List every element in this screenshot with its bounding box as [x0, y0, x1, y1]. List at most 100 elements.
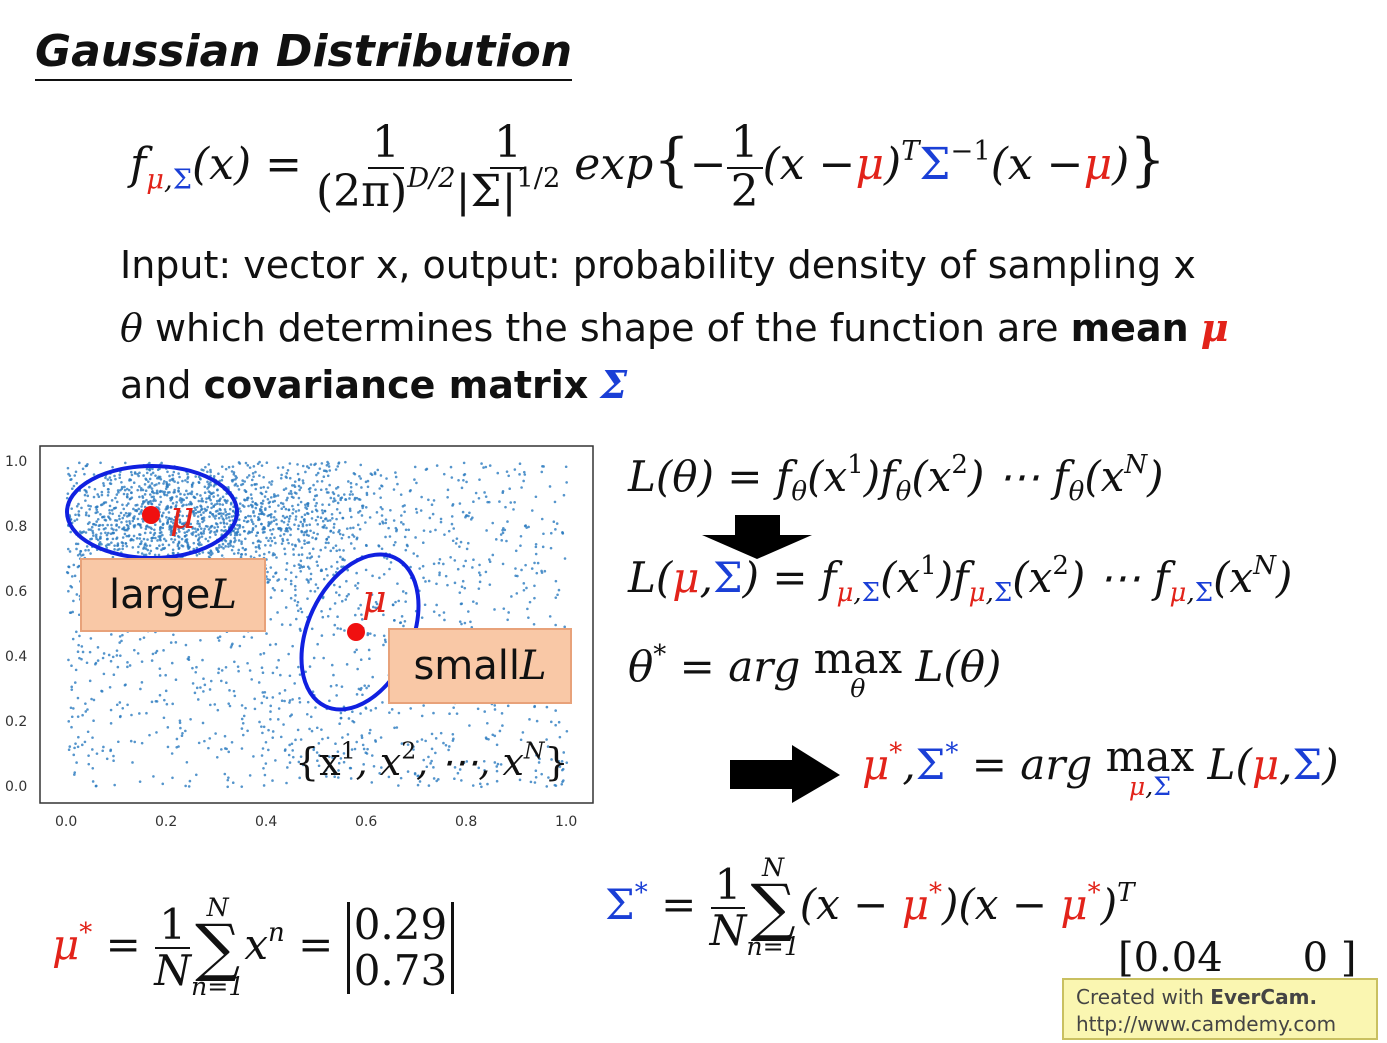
- dot: [150, 659, 154, 662]
- dot: [522, 479, 525, 483]
- dot: [237, 539, 241, 542]
- dot: [200, 535, 204, 538]
- dot: [108, 508, 111, 512]
- dot: [450, 515, 454, 518]
- dot: [114, 477, 117, 481]
- dot: [250, 497, 254, 500]
- dot: [157, 477, 161, 480]
- dot: [355, 483, 358, 486]
- dot: [170, 752, 174, 755]
- dot: [96, 510, 99, 514]
- dot: [328, 469, 332, 472]
- dot: [260, 505, 263, 509]
- formula-part: μ: [1083, 139, 1113, 190]
- formula-part: ): [884, 139, 902, 190]
- dot: [319, 516, 323, 520]
- dot: [507, 474, 510, 478]
- dot: [409, 565, 412, 569]
- dot: [173, 480, 176, 483]
- dot: [353, 547, 356, 550]
- dot: [272, 495, 276, 498]
- dot: [318, 467, 322, 470]
- dot: [484, 495, 488, 498]
- dot: [240, 542, 243, 546]
- dot: [534, 542, 538, 546]
- dot: [276, 579, 279, 582]
- dot: [180, 501, 183, 504]
- dot: [288, 514, 292, 518]
- dot: [204, 537, 208, 541]
- dot: [273, 536, 276, 540]
- text-line: θ which determines the shape of the func…: [120, 305, 1229, 350]
- dot: [335, 487, 338, 490]
- dot: [293, 564, 296, 568]
- x-tick-label: 0.0: [55, 814, 78, 830]
- dot: [265, 536, 268, 540]
- dot: [224, 510, 227, 514]
- dot: [545, 738, 548, 741]
- dot: [89, 504, 92, 508]
- formula-part: μ: [901, 880, 929, 929]
- dot: [299, 520, 303, 524]
- dot: [132, 534, 136, 538]
- dot: [513, 500, 516, 504]
- dot: [227, 545, 230, 548]
- dot: [241, 546, 245, 550]
- dot: [274, 572, 277, 575]
- dot: [131, 519, 135, 523]
- dot: [209, 468, 212, 472]
- dot: [212, 484, 216, 488]
- dot: [128, 479, 131, 482]
- formula-part: μ: [1169, 578, 1187, 609]
- dot: [89, 552, 92, 555]
- dot: [359, 477, 363, 480]
- dot: [260, 725, 263, 728]
- formula-part: (x: [807, 452, 848, 501]
- dot: [306, 504, 310, 508]
- dot: [66, 492, 70, 495]
- dot: [242, 635, 246, 639]
- dot: [310, 627, 314, 631]
- dot: [271, 671, 275, 675]
- dot: [138, 495, 141, 499]
- dot: [306, 541, 309, 545]
- dot: [122, 514, 126, 517]
- dot: [203, 491, 207, 495]
- dot: [237, 518, 241, 521]
- dot: [283, 516, 287, 520]
- dot: [261, 502, 264, 505]
- dot: [525, 586, 528, 590]
- dot: [150, 487, 154, 490]
- dot: [158, 520, 162, 523]
- dot: [78, 530, 82, 533]
- dot: [72, 707, 75, 710]
- formula-part: 2: [401, 736, 417, 765]
- dot: [159, 500, 163, 504]
- dot: [171, 702, 174, 706]
- dot: [346, 568, 350, 572]
- group: max μ,Σ: [1106, 736, 1195, 799]
- dot: [236, 523, 239, 527]
- dot: [238, 502, 242, 505]
- dot: [493, 708, 497, 711]
- dot: [133, 740, 137, 744]
- dot: [301, 522, 305, 526]
- dot: [122, 492, 126, 496]
- dot: [83, 488, 87, 492]
- dot: [225, 522, 229, 525]
- dot: [327, 465, 331, 468]
- dot: [297, 665, 300, 669]
- dot: [81, 467, 85, 471]
- dot: [300, 546, 304, 549]
- dot: [339, 757, 343, 760]
- dot: [278, 692, 281, 695]
- formula-part: covariance matrix: [203, 363, 589, 407]
- dot: [294, 617, 298, 621]
- dot: [216, 488, 219, 492]
- dot: [258, 509, 262, 512]
- dot: [250, 478, 254, 482]
- dot: [180, 734, 184, 737]
- dot: [302, 518, 306, 521]
- dot: [177, 535, 181, 539]
- formula-part: EverCam.: [1210, 985, 1318, 1009]
